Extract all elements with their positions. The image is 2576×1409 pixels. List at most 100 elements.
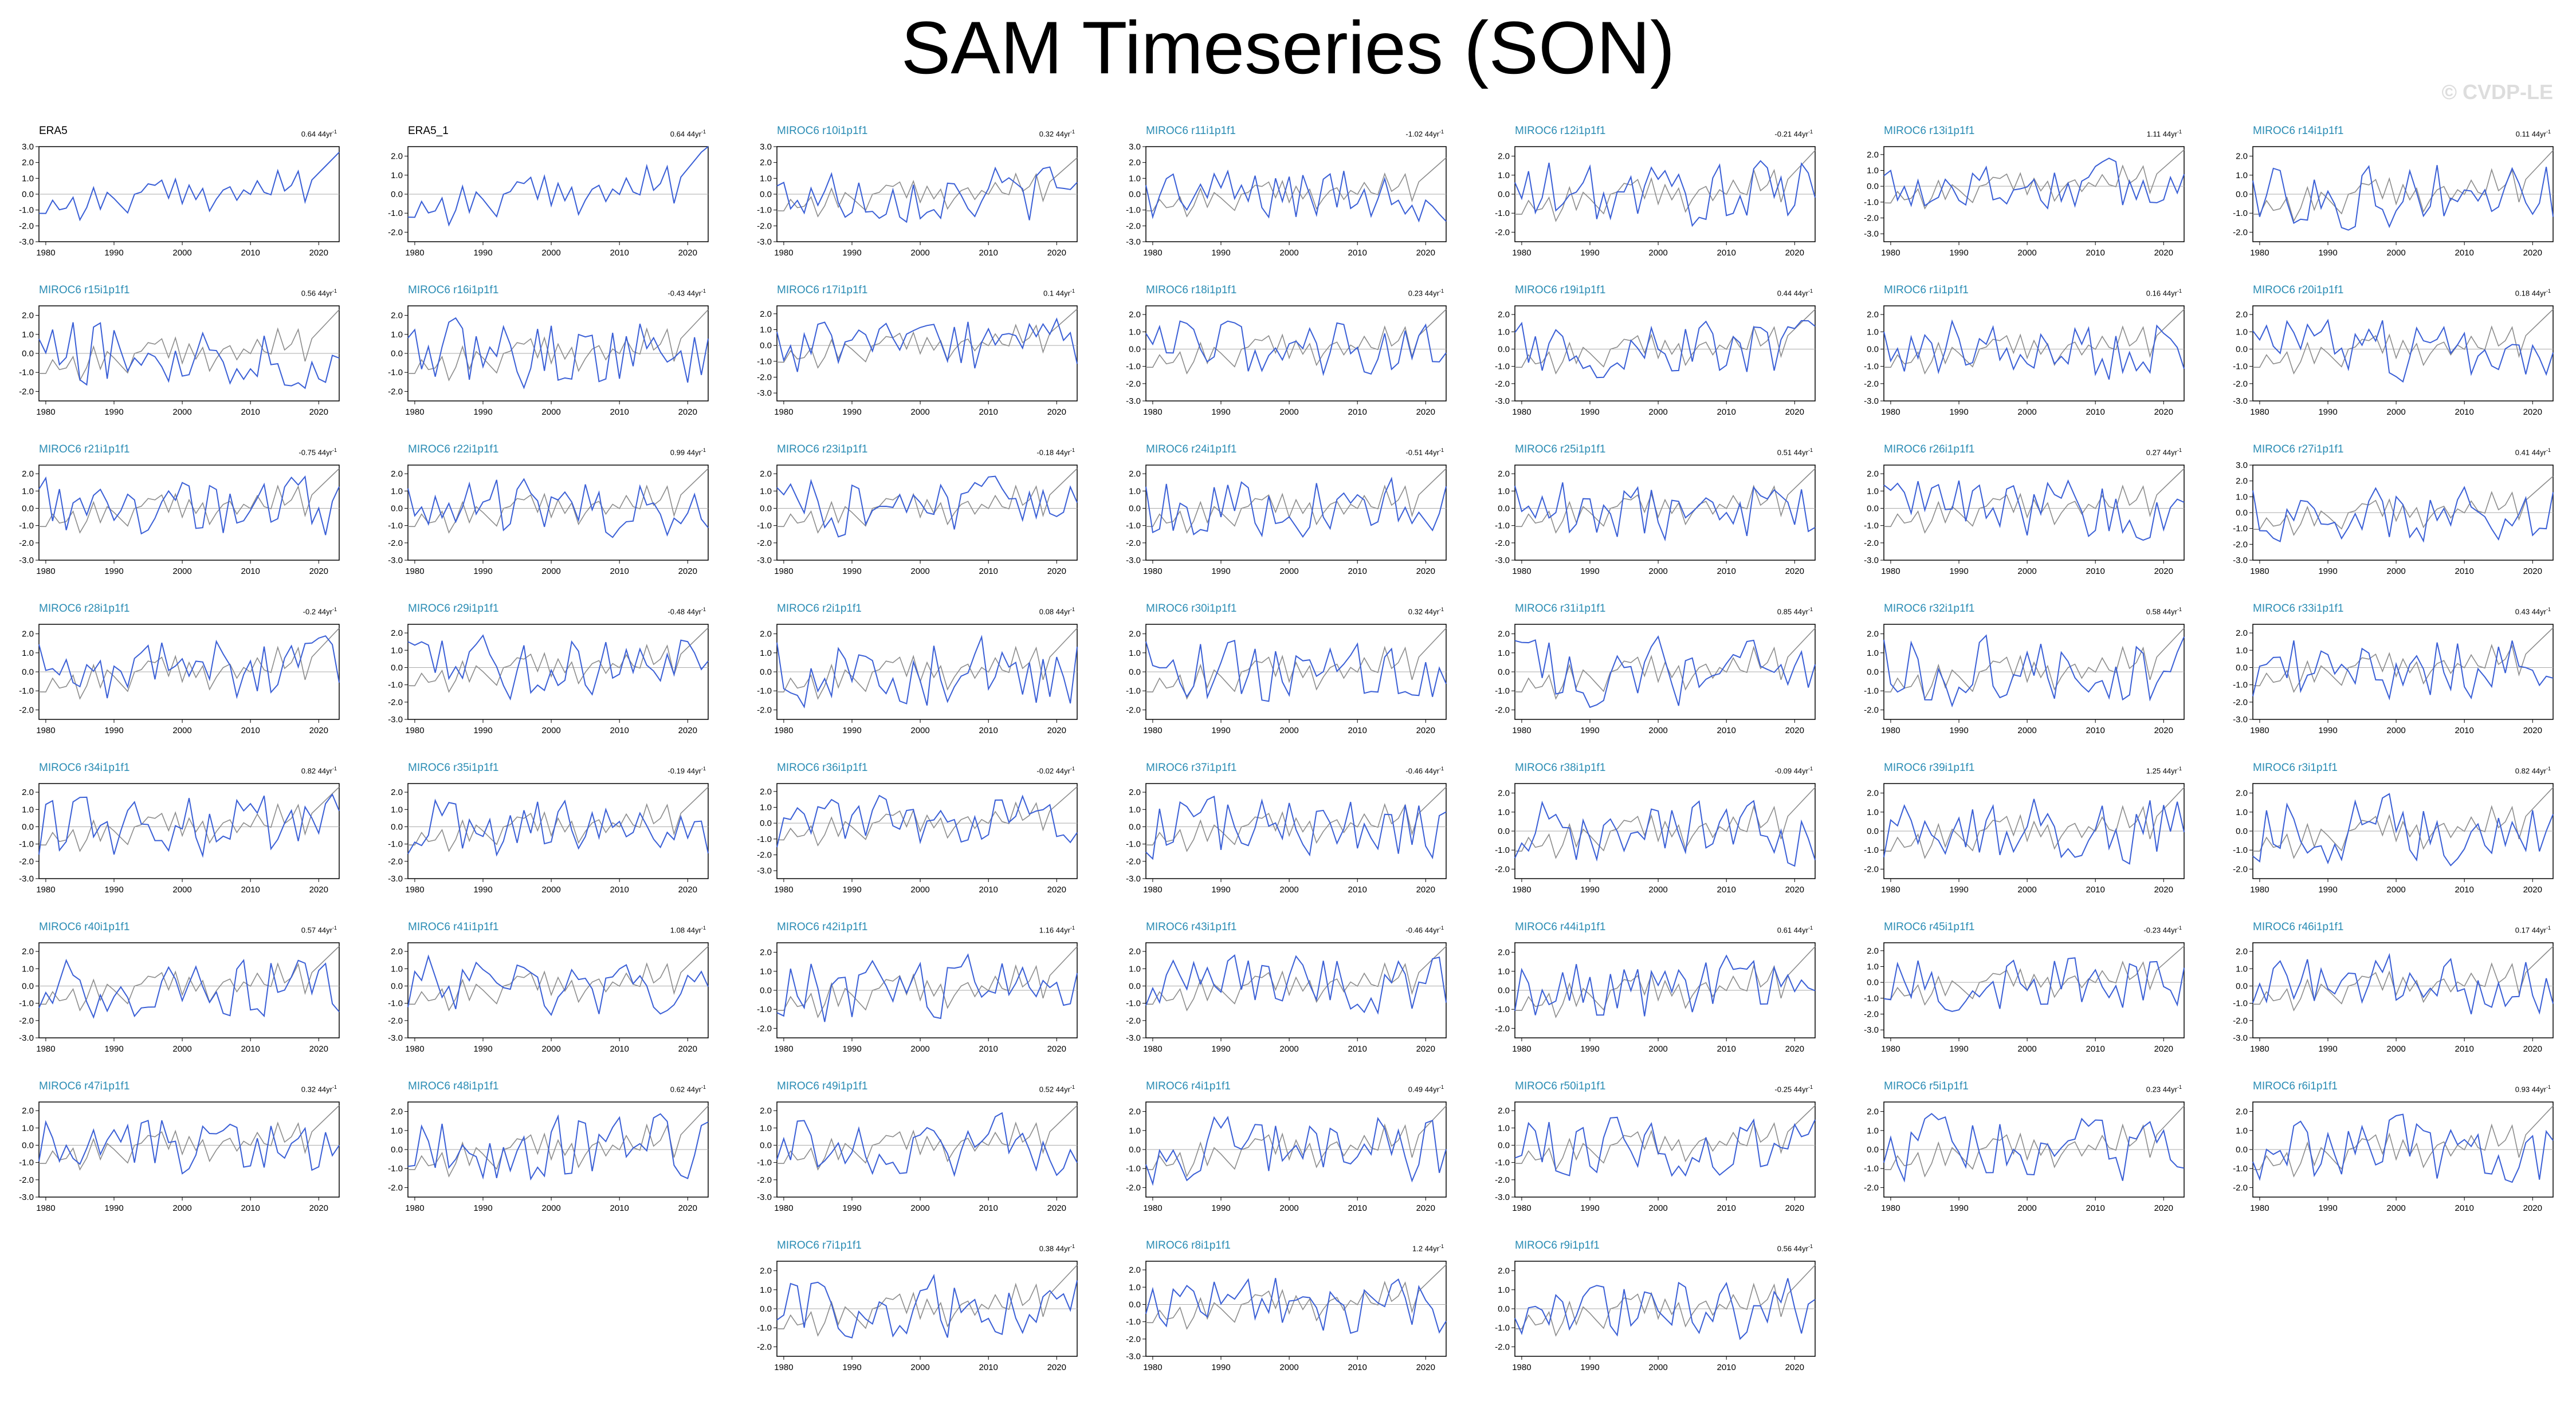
y-tick-label: 0.0 (391, 349, 403, 359)
y-tick-label: 0.0 (391, 503, 403, 513)
x-tick-label: 1980 (774, 885, 793, 895)
trend-unit: 44yr (317, 289, 332, 298)
trend-value: -0.25 44yr-1 (1774, 1083, 1813, 1094)
series-line (1514, 800, 1816, 867)
panel-label: MIROC6 r15i1p1f1 (39, 284, 130, 296)
y-tick-label: -1.0 (19, 1158, 34, 1168)
x-tick-label: 1990 (842, 885, 861, 895)
y-tick-label: 1.0 (760, 325, 772, 335)
trend-value: 0.56 44yr-1 (301, 286, 337, 298)
y-tick-label: 2.0 (760, 948, 772, 958)
x-tick-label: 2000 (910, 1044, 929, 1054)
x-tick-label: 1980 (36, 726, 55, 735)
trend-exponent: -1 (701, 766, 706, 772)
panel-plot: -3.0 -2.0 -1.0 0.0 1.0 2.0 1980 1990 2000 2010 202… (1495, 1101, 1816, 1213)
trend-unit: 44yr (2531, 129, 2546, 139)
trend-value: 0.17 44yr-1 (2515, 923, 2551, 935)
x-tick-label: 2010 (610, 1203, 629, 1213)
panel-plot: -2.0 -1.0 0.0 1.0 2.0 1980 1990 2000 2010 2020 (1126, 1101, 1447, 1213)
plot-frame (2252, 942, 2554, 1038)
y-tick-label: 1.0 (2236, 171, 2248, 180)
x-tick-label: 1980 (405, 407, 424, 417)
y-tick-label: -1.0 (2233, 680, 2248, 690)
y-tick-label: 2.0 (1867, 789, 1879, 798)
x-tick-label: 2000 (910, 726, 929, 735)
x-tick-label: 2010 (610, 1044, 629, 1054)
trend-value: 0.64 44yr-1 (301, 127, 337, 139)
trend-value: 0.23 44yr-1 (2146, 1083, 2182, 1094)
x-tick-label: 2020 (678, 1203, 697, 1213)
panel-plot: -3.0 -2.0 -1.0 0.0 1.0 2.0 1980 1990 2000 2010 202… (19, 1101, 340, 1213)
reference-series-line (1514, 628, 1816, 700)
x-tick-label: 2000 (1648, 248, 1667, 258)
x-tick-label: 1990 (1211, 885, 1230, 895)
plot-frame (38, 465, 340, 561)
y-tick-label: -3.0 (1864, 556, 1879, 565)
y-tick-label: -1.0 (19, 368, 34, 377)
y-tick-label: 1.0 (1498, 171, 1510, 180)
x-tick-label: 2020 (1416, 1044, 1435, 1054)
y-tick-label: 1.0 (22, 1123, 34, 1133)
y-tick-label: -3.0 (1864, 1025, 1879, 1035)
panel-plot: -2.0 -1.0 0.0 1.0 2.0 1980 1990 2000 2010 2020 (1864, 1101, 2185, 1213)
y-tick-label: 1.0 (391, 646, 403, 655)
x-tick-label: 2000 (1648, 1363, 1667, 1372)
y-tick-label: -2.0 (1495, 227, 1510, 237)
panel-label: MIROC6 r6i1p1f1 (2253, 1080, 2338, 1092)
x-tick-label: 1980 (1881, 1044, 1900, 1054)
trend-value: 0.23 44yr-1 (1408, 286, 1444, 298)
x-tick-label: 2010 (1717, 1044, 1735, 1054)
y-tick-label: 0.0 (1867, 978, 1879, 987)
x-tick-label: 1990 (1211, 1203, 1230, 1213)
panel-label: MIROC6 r3i1p1f1 (2253, 762, 2338, 774)
panel-plot: -3.0 -2.0 -1.0 0.0 1.0 2.0 1980 1990 2000 2010 202… (1864, 305, 2185, 417)
trend-unit: 44yr (1055, 448, 1070, 457)
x-tick-label: 1980 (1512, 407, 1531, 417)
trend-exponent: -1 (1070, 1243, 1075, 1249)
y-tick-label: -2.0 (388, 1016, 403, 1026)
panel-label: MIROC6 r25i1p1f1 (1515, 443, 1606, 455)
x-tick-label: 1990 (1580, 885, 1599, 895)
y-tick-label: -3.0 (757, 1192, 772, 1202)
trend-unit: 44yr (1055, 766, 1070, 776)
x-tick-label: 2020 (1047, 407, 1066, 417)
trend-number: -0.09 (1774, 766, 1792, 776)
x-tick-label: 1990 (1949, 248, 1968, 258)
series-line (1145, 1278, 1447, 1334)
x-tick-label: 2010 (2455, 1044, 2473, 1054)
trend-number: -0.21 (1774, 129, 1792, 139)
x-tick-label: 1990 (2318, 1203, 2337, 1213)
panel-plot: -2.0 -1.0 0.0 1.0 2.0 1980 1990 2000 2010 2020 (1864, 624, 2185, 735)
trend-exponent: -1 (1070, 925, 1075, 931)
x-tick-label: 2000 (172, 726, 191, 735)
y-tick-label: 0.0 (1129, 344, 1141, 354)
x-tick-label: 1990 (473, 248, 492, 258)
y-tick-label: 2.0 (760, 629, 772, 639)
x-tick-label: 1980 (774, 248, 793, 258)
y-tick-label: 1.0 (2236, 492, 2248, 502)
y-tick-label: -2.0 (1495, 1024, 1510, 1033)
x-tick-label: 2010 (2455, 566, 2473, 576)
x-tick-label: 2010 (1348, 248, 1366, 258)
x-tick-label: 2000 (1279, 248, 1298, 258)
y-tick-label: 0.0 (760, 1304, 772, 1314)
trend-number: -0.23 (2143, 926, 2161, 935)
trend-number: 0.1 (1043, 289, 1054, 298)
x-tick-label: 2010 (2086, 885, 2104, 895)
y-tick-label: -2.0 (2233, 540, 2248, 549)
x-tick-label: 2000 (1279, 1044, 1298, 1054)
y-tick-label: -1.0 (1864, 686, 1879, 696)
x-tick-label: 1980 (1881, 726, 1900, 735)
panel-plot: -2.0 -1.0 0.0 1.0 2.0 1980 1990 2000 2010 2020 (2233, 146, 2554, 258)
trend-value: 1.11 44yr-1 (2147, 127, 2182, 139)
panel-plot: -3.0 -2.0 -1.0 0.0 1.0 2.0 1980 1990 2000 2010 202… (388, 624, 709, 735)
y-tick-label: -1.0 (388, 368, 403, 377)
trend-unit: 44yr (317, 926, 332, 935)
panel: MIROC6 r37i1p1f1 -0.46 44yr-1 -3.0 -2.0 -1.0… (1112, 762, 1458, 905)
y-tick-label: 2.0 (2236, 152, 2248, 162)
x-tick-label: 2020 (309, 566, 328, 576)
x-tick-label: 1990 (1949, 1203, 1968, 1213)
trend-number: -0.43 (667, 289, 685, 298)
x-tick-label: 2020 (1416, 1363, 1435, 1372)
y-tick-label: 0.0 (1498, 986, 1510, 995)
